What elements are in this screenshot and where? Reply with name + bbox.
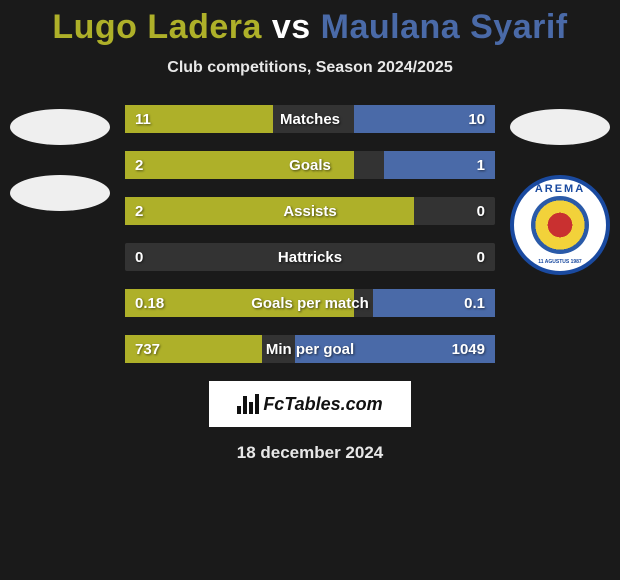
arema-badge-inner (531, 196, 589, 254)
player1-club-placeholder (10, 175, 110, 211)
fctables-brand-text: FcTables.com (263, 394, 382, 415)
arema-badge-text-top: AREMA (514, 183, 606, 195)
player2-photo-placeholder (510, 109, 610, 145)
stat-bar: 0.180.1Goals per match (125, 289, 495, 317)
stat-bar: 00Hattricks (125, 243, 495, 271)
stat-bar: 21Goals (125, 151, 495, 179)
stat-bar: 20Assists (125, 197, 495, 225)
stats-bars: 1110Matches 21Goals 20Assists 00Hattricks 0.… (125, 97, 495, 363)
player1-photo-placeholder (10, 109, 110, 145)
stat-label: Min per goal (125, 341, 495, 358)
bar-chart-icon (237, 394, 259, 414)
fctables-logo: FcTables.com (209, 381, 411, 427)
stat-label: Matches (125, 111, 495, 128)
title: Lugo Ladera vs Maulana Syarif (0, 8, 620, 47)
right-badge-column: AREMA 11 AGUSTUS 1987 (502, 97, 618, 275)
stat-bar: 7371049Min per goal (125, 335, 495, 363)
left-badge-column (2, 97, 118, 211)
arema-club-badge: AREMA 11 AGUSTUS 1987 (510, 175, 610, 275)
stat-label: Assists (125, 203, 495, 220)
arema-badge-text-bottom: 11 AGUSTUS 1987 (514, 259, 606, 265)
date-text: 18 december 2024 (0, 443, 620, 463)
stat-label: Goals per match (125, 295, 495, 312)
subtitle: Club competitions, Season 2024/2025 (0, 59, 620, 77)
stat-label: Hattricks (125, 249, 495, 266)
main-row: 1110Matches 21Goals 20Assists 00Hattricks 0.… (0, 97, 620, 363)
vs-text: vs (272, 8, 311, 46)
stat-bar: 1110Matches (125, 105, 495, 133)
stat-label: Goals (125, 157, 495, 174)
player2-name: Maulana Syarif (321, 8, 568, 46)
player1-name: Lugo Ladera (52, 8, 262, 46)
infographic-container: Lugo Ladera vs Maulana Syarif Club compe… (0, 0, 620, 463)
